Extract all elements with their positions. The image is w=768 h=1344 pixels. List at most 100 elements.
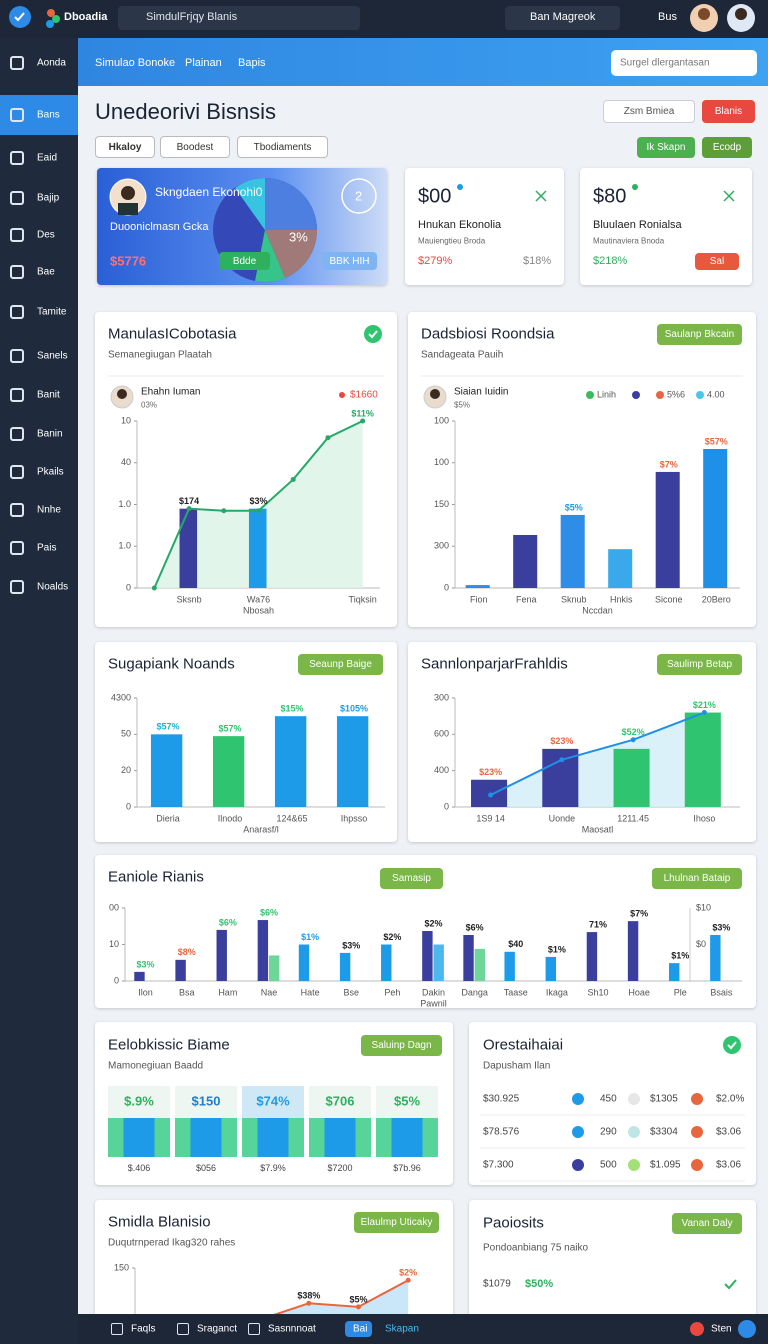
check-icon xyxy=(723,1036,741,1054)
nav-link: Plainan xyxy=(185,57,222,69)
tile-value: $150 xyxy=(191,1093,221,1109)
bar xyxy=(586,932,598,981)
chart-button[interactable]: Seaunp Baige xyxy=(298,654,383,675)
red-button[interactable]: Blanis xyxy=(702,100,755,123)
table-dot xyxy=(628,1093,640,1105)
outline-button[interactable]: Zsm Bmiea xyxy=(603,100,695,123)
sidebar-icon[interactable] xyxy=(10,305,24,319)
table-title: Orestaihaiai xyxy=(483,1036,564,1054)
profile-button[interactable]: Bdde xyxy=(219,252,270,270)
stat-right: $18% xyxy=(523,255,552,267)
tab[interactable]: Hkaloy xyxy=(95,136,155,158)
line-point xyxy=(701,710,707,716)
annotation: $2% xyxy=(383,932,401,942)
tab[interactable]: Boodest xyxy=(160,136,230,158)
chart-button[interactable]: Lhulnan Bataip xyxy=(652,868,742,889)
stat-pill[interactable]: Sal xyxy=(695,253,739,270)
chart-button[interactable]: Samasip xyxy=(380,868,443,889)
tab[interactable]: Tbodiaments xyxy=(237,136,328,158)
line-point xyxy=(405,1277,411,1283)
bar xyxy=(179,508,198,588)
y-tick-label: 1.0 xyxy=(118,541,131,551)
search-box[interactable] xyxy=(118,6,360,30)
annotation: $174 xyxy=(179,496,199,506)
annotation: $57% xyxy=(218,724,241,734)
sidebar-icon[interactable] xyxy=(10,388,24,402)
y-tick-label: 00 xyxy=(109,902,119,912)
bottom-item[interactable]: Sraganct xyxy=(197,1323,238,1335)
sidebar-icon[interactable] xyxy=(10,265,24,279)
bottom-right[interactable]: Sten xyxy=(711,1323,732,1335)
sidebar-icon[interactable] xyxy=(10,427,24,441)
sidebar-icon[interactable] xyxy=(10,108,24,122)
line-point xyxy=(151,585,157,591)
tile-label: $7.9% xyxy=(260,1163,286,1173)
line-point xyxy=(488,792,494,798)
brand: Dboadia xyxy=(64,11,108,23)
bottom-icon xyxy=(177,1323,189,1335)
chart-button[interactable]: Elaulmp Uticaky xyxy=(354,1212,439,1233)
nav-search[interactable] xyxy=(611,50,757,76)
stat-value: $00 xyxy=(418,185,452,208)
green-button[interactable]: Ecodp xyxy=(702,137,752,158)
table-dot xyxy=(572,1159,584,1171)
bottom-pill[interactable] xyxy=(345,1321,372,1337)
x-tick-label: Hnkis xyxy=(610,594,633,604)
sidebar-icon[interactable] xyxy=(10,349,24,363)
nav-search-text: Surgel dlergantasan xyxy=(620,57,710,69)
chart-button[interactable]: Saulimp Betap xyxy=(657,654,742,675)
bottom-item[interactable]: Sasnnnoat xyxy=(268,1323,316,1335)
annotation: $1% xyxy=(548,944,566,954)
sidebar-icon[interactable] xyxy=(10,503,24,517)
tile-value: $74% xyxy=(256,1093,290,1109)
x-tick-label: Hoae xyxy=(628,987,650,997)
tiles-button[interactable]: Saluinp Dagn xyxy=(361,1035,442,1056)
avatar-head xyxy=(430,389,440,399)
y-tick-label: 400 xyxy=(434,765,449,775)
sidebar-icon[interactable] xyxy=(10,580,24,594)
tile-strip xyxy=(108,1118,170,1157)
sidebar-icon[interactable] xyxy=(10,151,24,165)
top-button-text: Ban Magreok xyxy=(530,11,596,23)
nav-link: Bapis xyxy=(238,57,266,69)
tile-label: $056 xyxy=(195,1163,217,1173)
chart-button[interactable]: Saulanp Bkcain xyxy=(657,324,742,345)
sidebar-icon[interactable] xyxy=(10,56,24,70)
sidebar-icon[interactable] xyxy=(10,228,24,242)
sidebar-icon[interactable] xyxy=(10,465,24,479)
annotation: $3% xyxy=(249,496,267,506)
bottom-pill-text[interactable]: Bai xyxy=(353,1323,368,1335)
sidebar-label: Bans xyxy=(37,109,60,121)
line-point xyxy=(290,476,296,482)
x-tick-label: Tiqksin xyxy=(349,594,377,604)
card xyxy=(469,1022,756,1185)
profile-role: Duooniclmasn Gcka xyxy=(110,221,209,233)
bottom-check[interactable] xyxy=(738,1320,756,1338)
line-point xyxy=(306,1300,312,1306)
annotation: $3% xyxy=(342,940,360,950)
x-axis-label: Pawnil xyxy=(420,998,447,1008)
table-cell: $30.925 xyxy=(483,1093,520,1105)
x-tick-label: Sh10 xyxy=(588,987,609,997)
annotation: $52% xyxy=(622,727,645,737)
x-tick-label: Wa76 xyxy=(247,594,270,604)
tile-strip xyxy=(175,1118,237,1157)
bar xyxy=(655,471,680,588)
chart-subtitle: Sandageata Pauih xyxy=(421,349,504,361)
person-sub: $5% xyxy=(454,400,471,410)
sidebar-icon[interactable] xyxy=(10,541,24,555)
sidebar-label: Des xyxy=(37,229,55,241)
profile-button[interactable]: BBK HIH xyxy=(322,252,377,270)
green-button[interactable]: Ik Skapn xyxy=(637,137,695,158)
annotation: $11% xyxy=(351,408,374,418)
tile-strip xyxy=(309,1118,371,1157)
annotation: $5% xyxy=(565,502,583,512)
bottom-icon xyxy=(248,1323,260,1335)
summary-button[interactable]: Vanan Daly xyxy=(672,1213,742,1234)
tile-label: $7b.96 xyxy=(393,1163,421,1173)
bottom-item[interactable]: Faqls xyxy=(131,1323,156,1335)
top-button[interactable] xyxy=(505,6,620,30)
bar xyxy=(381,944,392,981)
sidebar-icon[interactable] xyxy=(10,191,24,205)
bottom-link[interactable]: Skapan xyxy=(385,1323,419,1335)
